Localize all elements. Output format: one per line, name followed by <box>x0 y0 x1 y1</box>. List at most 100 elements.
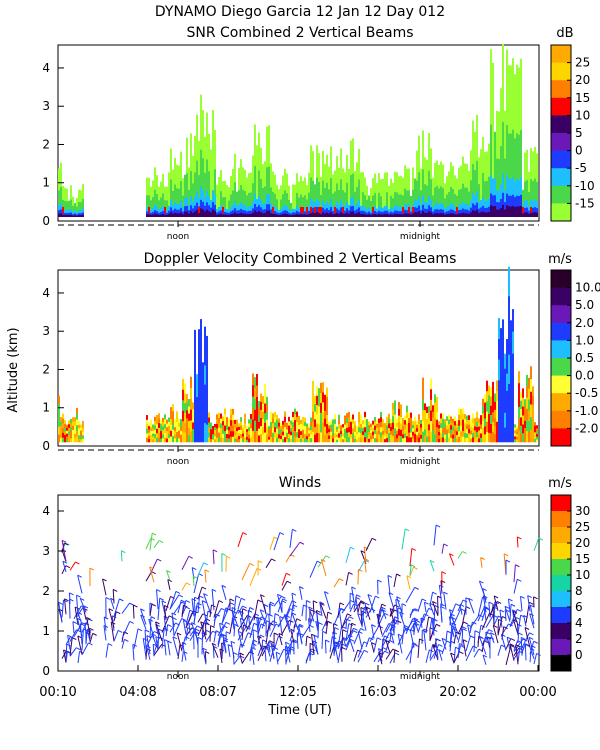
doppler-cell <box>452 418 454 423</box>
wind-barb <box>193 606 197 625</box>
wind-barb-flag <box>319 601 324 605</box>
doppler-cell <box>376 434 378 439</box>
snr-cell <box>196 160 198 217</box>
snr-cell <box>384 172 386 217</box>
doppler-cell <box>224 436 226 443</box>
doppler-cell <box>328 431 330 436</box>
wind-barb <box>440 606 443 622</box>
wind-barb <box>140 614 147 630</box>
wind-barb-flag <box>111 615 117 619</box>
doppler-cell <box>424 416 426 423</box>
doppler-cell <box>264 403 266 414</box>
doppler-cell <box>350 429 352 435</box>
doppler-cell <box>448 419 450 425</box>
snr-cell <box>80 215 82 217</box>
doppler-cell <box>520 433 522 443</box>
snr-cell <box>378 213 380 217</box>
wind-barb <box>515 644 519 665</box>
doppler-cell <box>430 399 432 411</box>
doppler-cell <box>294 414 296 421</box>
wind-barb <box>219 623 223 638</box>
wind-barb <box>513 619 519 635</box>
snr-cell <box>412 207 414 213</box>
wind-barb-flag <box>432 591 437 595</box>
wind-barb-flag <box>89 627 94 631</box>
doppler-cell <box>438 428 440 432</box>
doppler-cell <box>156 437 158 443</box>
snr-cell <box>268 210 270 217</box>
doppler-cell <box>442 418 444 424</box>
snr-cell <box>536 182 538 217</box>
snr-cell <box>146 195 148 217</box>
doppler-cell <box>458 436 460 443</box>
snr-cell <box>468 213 470 217</box>
doppler-cell <box>388 432 390 438</box>
doppler-cell <box>262 396 264 405</box>
doppler-cell <box>212 439 214 443</box>
snr-cell <box>66 201 68 217</box>
doppler-cell <box>214 430 216 434</box>
colorbar-swatch <box>551 45 571 64</box>
doppler-cell <box>484 434 486 443</box>
wind-barb-flag <box>499 609 505 613</box>
wind-barb <box>221 585 227 600</box>
panel-doppler-plot <box>58 266 538 443</box>
doppler-cell <box>208 417 210 423</box>
snr-cell <box>176 188 178 217</box>
doppler-cell <box>396 418 398 423</box>
doppler-cell <box>276 419 278 425</box>
doppler-cell <box>80 433 82 437</box>
doppler-cell <box>440 422 442 428</box>
wind-barb-flag <box>67 634 72 638</box>
doppler-cell <box>334 437 336 443</box>
doppler-cell <box>518 382 520 396</box>
doppler-cell <box>436 396 438 405</box>
doppler-cell <box>478 434 480 439</box>
colorbar-swatch <box>551 168 571 187</box>
doppler-cell <box>482 398 484 407</box>
doppler-cell <box>262 411 264 420</box>
snr-cell <box>456 207 458 213</box>
doppler-cell <box>454 425 456 430</box>
wind-barb-flag <box>88 618 93 622</box>
snr-cell <box>380 196 382 217</box>
doppler-cell <box>368 421 370 426</box>
doppler-cell <box>500 423 502 443</box>
doppler-cell <box>494 401 496 410</box>
snr-cell <box>162 193 164 217</box>
wind-barb <box>169 622 176 633</box>
doppler-cell <box>380 416 382 423</box>
wind-barb <box>453 608 462 625</box>
doppler-cell <box>182 410 184 422</box>
wind-barb-flag <box>512 609 517 613</box>
snr-cell <box>292 214 294 217</box>
wind-barb <box>249 639 254 654</box>
doppler-cell <box>160 419 162 424</box>
doppler-cell <box>290 420 292 425</box>
snr-cell <box>448 191 450 217</box>
doppler-cell <box>150 419 152 424</box>
doppler-cell <box>422 420 424 432</box>
wind-barb-flag <box>149 566 154 570</box>
doppler-cell <box>232 414 234 421</box>
wind-barb-flag <box>525 643 530 647</box>
wind-barb-flag <box>339 578 344 582</box>
wind-barb <box>431 617 435 636</box>
doppler-cell <box>492 391 494 403</box>
doppler-cell <box>440 432 442 438</box>
doppler-cell <box>74 437 76 443</box>
wind-barb-flag <box>309 624 315 628</box>
doppler-cell <box>486 401 488 412</box>
doppler-cell <box>534 435 536 439</box>
doppler-cell <box>146 424 148 429</box>
wind-barb <box>349 623 353 636</box>
snr-cell <box>334 207 336 213</box>
snr-cell <box>498 209 500 217</box>
doppler-cell <box>338 414 340 420</box>
wind-barb <box>212 646 215 659</box>
doppler-cell <box>346 437 348 443</box>
doppler-cell <box>388 418 390 424</box>
doppler-cell <box>64 438 66 443</box>
doppler-cell <box>354 424 356 429</box>
doppler-cell <box>296 436 298 443</box>
